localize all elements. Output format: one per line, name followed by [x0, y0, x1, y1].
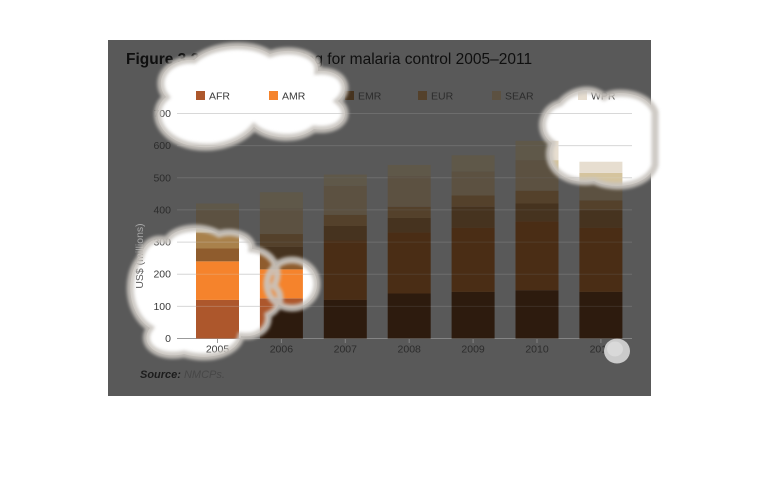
bar-segment-afr-2005 [196, 299, 239, 339]
legend-label-afr: AFR [209, 91, 230, 103]
y-tick-label: 400 [153, 204, 171, 216]
y-tick-label: 0 [165, 333, 171, 345]
bar-segment-eur-2006 [259, 234, 303, 247]
y-tick-label: 100 [153, 301, 171, 313]
y-tick-label: 600 [153, 140, 171, 152]
bar-segment-emr-2010 [515, 203, 559, 222]
mask-blob-rim [126, 224, 284, 361]
source-value: NMCPs. [184, 369, 225, 381]
gray-dot-blob [604, 338, 630, 364]
x-tick-label: 2010 [525, 344, 549, 356]
bar-segment-eur-2008 [387, 206, 431, 218]
bar-segment-sear-2009 [451, 171, 495, 196]
bar-segment-afr-2009 [451, 291, 495, 339]
legend-label-sear: SEAR [505, 91, 534, 103]
bar-segment-wpr-2005 [196, 203, 239, 210]
bar-segment-wpr-2009 [451, 155, 495, 172]
source-label: Source: [140, 369, 181, 381]
bar-segment-amr-2008 [387, 232, 431, 294]
legend-swatch-wpr [578, 91, 587, 100]
mask-blob-rim [263, 256, 321, 312]
bar-segment-afr-2008 [387, 293, 431, 339]
bar-segment-emr-2006 [259, 246, 303, 270]
mask-blob-rim [154, 42, 349, 151]
legend-swatch-sear [492, 91, 501, 100]
x-tick-label: 2008 [398, 344, 422, 356]
bar-segment-eur-2007 [323, 214, 367, 226]
legend-label-amr: AMR [282, 91, 306, 103]
legend-label-emr: EMR [358, 91, 382, 103]
bar-segment-amr-2010 [515, 221, 559, 291]
bar-segment-afr-2007 [323, 299, 367, 339]
bar-segment-emr-2009 [451, 206, 495, 228]
bar-segment-wpr-2011 [579, 161, 623, 173]
bar-segment-afr-2010 [515, 290, 559, 339]
y-tick-label: 200 [153, 269, 171, 281]
legend-swatch-emr [345, 91, 354, 100]
source-note: Source: NMCPs. [140, 369, 225, 381]
bar-segment-eur-2005 [196, 232, 239, 249]
bar-segment-eur-2010 [515, 190, 559, 204]
legend-label-eur: EUR [431, 91, 454, 103]
bar-segment-amr-2011 [579, 227, 623, 292]
bar-segment-wpr-2006 [259, 192, 303, 209]
bar-segment-afr-2011 [579, 291, 623, 339]
bar-segment-emr-2005 [196, 248, 239, 262]
bar-segment-wpr-2007 [323, 174, 367, 186]
bar-segment-sear-2006 [259, 208, 303, 235]
bar-segment-amr-2009 [451, 227, 495, 292]
bar-segment-sear-2007 [323, 185, 367, 215]
bar-segment-eur-2009 [451, 195, 495, 207]
y-tick-label: 500 [153, 172, 171, 184]
x-tick-label: 2009 [461, 344, 485, 356]
bar-segment-eur-2011 [579, 200, 623, 210]
bar-segment-sear-2008 [387, 176, 431, 207]
legend-swatch-afr [196, 91, 205, 100]
bar-segment-amr-2005 [196, 261, 239, 300]
legend-swatch-eur [418, 91, 427, 100]
bar-segment-wpr-2008 [387, 164, 431, 177]
bar-segment-amr-2007 [323, 240, 367, 300]
blob-rims [126, 42, 659, 361]
bar-segment-emr-2011 [579, 209, 623, 228]
bar-segment-emr-2007 [323, 225, 367, 241]
legend-swatch-amr [269, 91, 278, 100]
mask-blob-rim [538, 86, 659, 190]
figure-title-text: Domestic funding for malaria control 200… [203, 51, 532, 68]
bar-segment-emr-2008 [387, 217, 431, 233]
x-tick-label: 2006 [270, 344, 294, 356]
x-tick-label: 2007 [334, 344, 358, 356]
